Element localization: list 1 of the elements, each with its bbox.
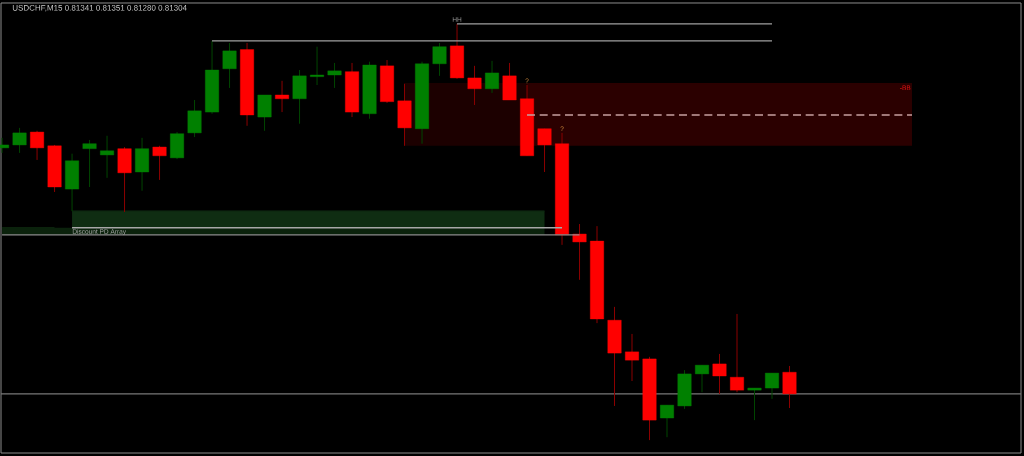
chart-title: USDCHF,M15 0.81341 0.81351 0.81280 0.81304 [12,5,187,12]
